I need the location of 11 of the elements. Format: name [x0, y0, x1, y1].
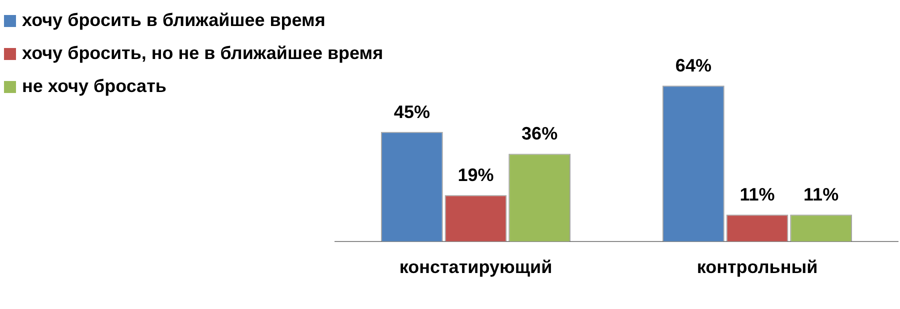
x-tick-label: контрольный — [696, 257, 818, 278]
legend-label: не хочу бросать — [22, 76, 166, 97]
data-label: 11% — [740, 184, 775, 205]
legend-label: хочу бросить, но не в ближайшее время — [22, 43, 384, 64]
legend-label: хочу бросить в ближайшее время — [22, 10, 326, 31]
data-label: 64% — [675, 56, 712, 76]
data-label: 45% — [394, 102, 430, 122]
x-tick-label: констатирующий — [399, 257, 552, 278]
data-label: 36% — [522, 124, 558, 144]
data-label: 11% — [804, 184, 839, 205]
data-label: 19% — [458, 165, 494, 186]
